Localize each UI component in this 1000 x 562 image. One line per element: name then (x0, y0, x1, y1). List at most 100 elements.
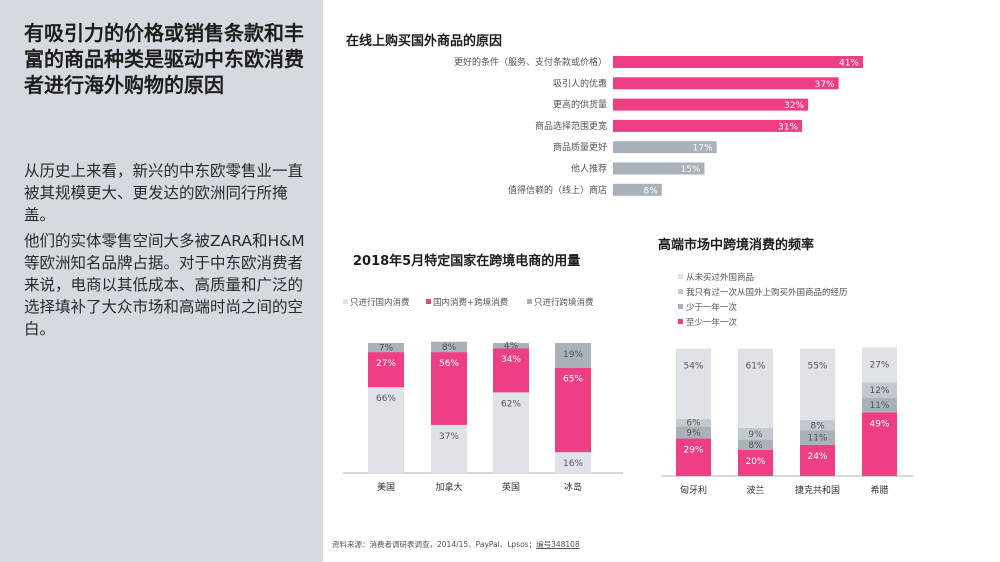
source-text: 资料来源：消费者调研表调查，2014/15、PayPal、Lpsos； (332, 540, 537, 549)
bar-segment (555, 452, 591, 473)
data-label: 29% (683, 445, 703, 455)
data-label: 8% (810, 421, 825, 431)
bar (613, 119, 803, 132)
legend-label: 从未买过外国商品 (686, 272, 754, 283)
bar-segment (738, 427, 773, 440)
legend-label: 只进行跨境消费 (534, 297, 594, 308)
data-label: 12% (869, 386, 889, 396)
bar-segment (493, 343, 529, 349)
bar-segment (800, 348, 835, 421)
data-label: 17% (693, 144, 713, 154)
data-label: 8% (643, 186, 658, 196)
data-label: 7% (379, 344, 394, 354)
category-label: 值得信赖的（线上）商店 (508, 184, 607, 196)
bar (613, 98, 809, 111)
bar-segment (676, 348, 711, 419)
data-label: 15% (680, 165, 700, 175)
data-label: 56% (439, 359, 459, 369)
category-label: 波兰 (746, 484, 764, 496)
data-label: 49% (869, 419, 889, 429)
bar-segment (676, 438, 711, 476)
legend-swatch (678, 304, 683, 309)
data-label: 8% (748, 441, 763, 451)
bar-segment (738, 439, 773, 450)
bar-segment (676, 418, 711, 427)
bar-segment (738, 348, 773, 428)
bar (613, 183, 662, 196)
chart1-title: 在线上购买国外商品的原因 (346, 34, 503, 49)
source-note: 资料来源：消费者调研表调查，2014/15、PayPal、Lpsos；编号348… (332, 539, 580, 550)
bar-segment (431, 424, 467, 473)
usage-stacked-chart: 只进行国内消费 国内消费+跨境消费 只进行跨境消费 66% 27% 7% 美国 37% 56% 8… (343, 297, 623, 493)
data-label: 8% (442, 343, 457, 353)
legend-swatch (678, 289, 683, 294)
bar-segment (368, 343, 404, 353)
data-label: 16% (563, 459, 583, 469)
bar-segment (368, 352, 404, 388)
legend-label: 至少一年一次 (686, 317, 738, 328)
data-label: 11% (807, 434, 827, 444)
charts-area: 在线上购买国外商品的原因 更好的条件（服务、支付条款或价格） 41% 吸引人的优惠 3… (323, 0, 1000, 562)
bar-segment (493, 348, 529, 393)
bar-segment (800, 444, 835, 476)
legend-label: 只进行国内消费 (350, 297, 410, 308)
bar-segment (862, 412, 897, 476)
legend-label: 少于一年一次 (686, 302, 738, 313)
category-label: 更高的供货量 (553, 99, 607, 111)
data-label: 37% (815, 80, 835, 90)
category-label: 美国 (377, 481, 395, 493)
data-label: 6% (686, 419, 701, 429)
data-label: 9% (748, 430, 763, 440)
bar-segment (431, 352, 467, 425)
bar-segment (431, 341, 467, 353)
bar-segment (862, 398, 897, 413)
chart2-title: 2018年5月特定国家在跨境电商的用量 (353, 254, 581, 269)
data-label: 4% (504, 342, 519, 352)
left-panel: 有吸引力的价格或销售条款和丰富的商品种类是驱动中东欧消费者进行海外购物的原因 从… (0, 0, 323, 562)
data-label: 19% (563, 350, 583, 360)
bar (613, 77, 839, 90)
reasons-bar-chart: 更好的条件（服务、支付条款或价格） 41% 吸引人的优惠 37% 更高的供货量 32% 商品… (454, 56, 863, 196)
bar-segment (738, 450, 773, 476)
bar (613, 141, 717, 154)
bar (613, 162, 705, 175)
source-link[interactable]: 编号348108 (536, 540, 580, 549)
data-label: 65% (563, 375, 583, 385)
data-label: 11% (869, 401, 889, 411)
data-label: 66% (376, 394, 396, 404)
category-label: 商品选择范围更宽 (535, 120, 607, 132)
intro-paragraph: 从历史上来看，新兴的中东欧零售业一直被其规模更大、更发达的欧洲同行所掩盖。 (24, 162, 304, 224)
bar-segment (555, 367, 591, 453)
category-label: 他人推荐 (571, 163, 607, 175)
data-label: 54% (683, 362, 703, 372)
data-label: 27% (869, 360, 889, 370)
bar-segment (800, 430, 835, 445)
data-label: 27% (376, 359, 396, 369)
bar-segment (862, 347, 897, 383)
data-label: 31% (778, 122, 798, 132)
data-label: 62% (501, 399, 521, 409)
legend-label: 我只有过一次从国外上购买外国商品的经历 (686, 287, 848, 298)
category-label: 更好的条件（服务、支付条款或价格） (454, 56, 607, 68)
category-label: 加拿大 (435, 481, 462, 493)
data-label: 20% (745, 457, 765, 467)
category-label: 希腊 (870, 484, 888, 496)
headline: 有吸引力的价格或销售条款和丰富的商品种类是驱动中东欧消费者进行海外购物的原因 (24, 21, 304, 97)
bar-segment (862, 382, 897, 398)
category-label: 英国 (502, 481, 520, 493)
legend-swatch (678, 319, 683, 324)
category-label: 匈牙利 (680, 484, 707, 496)
data-label: 37% (439, 432, 459, 442)
data-label: 32% (784, 101, 804, 111)
data-label: 9% (686, 428, 701, 438)
bar-segment (555, 343, 591, 368)
legend-swatch (678, 274, 683, 279)
data-label: 41% (839, 59, 859, 69)
data-label: 61% (745, 362, 765, 372)
bar-segment (800, 420, 835, 431)
legend-swatch (527, 299, 532, 304)
data-label: 24% (807, 452, 827, 462)
legend-swatch (343, 299, 348, 304)
category-label: 冰岛 (564, 481, 582, 493)
